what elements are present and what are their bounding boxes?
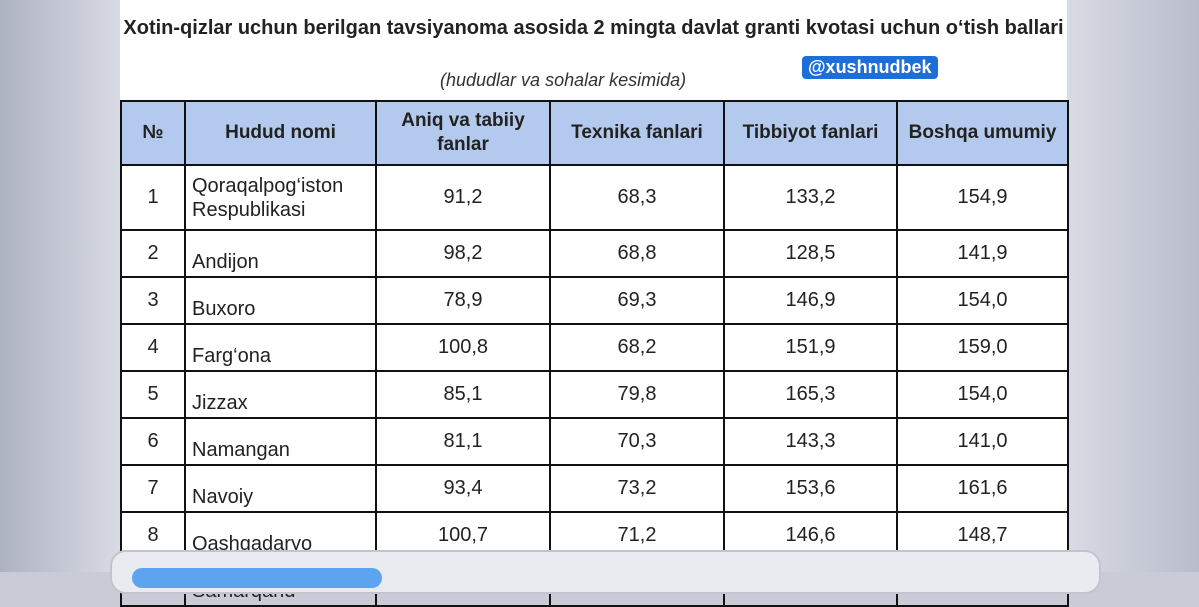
author-handle-badge: @xushnudbek xyxy=(802,56,938,79)
scores-table: № Hudud nomi Aniq va tabiiy fanlar Texni… xyxy=(120,100,1069,607)
cell-region: Buxoro xyxy=(184,276,377,325)
bottom-sheet-overlay[interactable] xyxy=(110,550,1101,594)
table-row: 4 Farg‘ona 100,8 68,2 151,9 159,0 xyxy=(120,323,1069,372)
cell-other: 154,9 xyxy=(896,164,1069,231)
cell-natural-sciences: 85,1 xyxy=(375,370,551,419)
cell-region: Qoraqalpog‘iston Respublikasi xyxy=(184,164,377,231)
document-page: Xotin-qizlar uchun berilgan tavsiyanoma … xyxy=(120,0,1069,607)
cell-engineering: 68,2 xyxy=(549,323,725,372)
table-header-row: № Hudud nomi Aniq va tabiiy fanlar Texni… xyxy=(120,100,1069,166)
document-subtitle: (hududlar va sohalar kesimida) xyxy=(440,70,687,90)
cell-engineering: 79,8 xyxy=(549,370,725,419)
cell-medicine: 128,5 xyxy=(723,229,898,278)
cell-other: 141,0 xyxy=(896,417,1069,466)
cell-number: 3 xyxy=(120,276,186,325)
header-other: Boshqa umumiy xyxy=(896,100,1069,166)
cell-natural-sciences: 98,2 xyxy=(375,229,551,278)
header-region: Hudud nomi xyxy=(184,100,377,166)
cell-medicine: 146,9 xyxy=(723,276,898,325)
cell-other: 154,0 xyxy=(896,276,1069,325)
cell-region: Jizzax xyxy=(184,370,377,419)
table-row: 2 Andijon 98,2 68,8 128,5 141,9 xyxy=(120,229,1069,278)
cell-engineering: 68,3 xyxy=(549,164,725,231)
cell-region: Namangan xyxy=(184,417,377,466)
cell-engineering: 69,3 xyxy=(549,276,725,325)
table-row: 1 Qoraqalpog‘iston Respublikasi 91,2 68,3 13… xyxy=(120,164,1069,231)
cell-engineering: 70,3 xyxy=(549,417,725,466)
header-engineering: Texnika fanlari xyxy=(549,100,725,166)
table-row: 3 Buxoro 78,9 69,3 146,9 154,0 xyxy=(120,276,1069,325)
cell-medicine: 165,3 xyxy=(723,370,898,419)
cell-number: 2 xyxy=(120,229,186,278)
cell-natural-sciences: 81,1 xyxy=(375,417,551,466)
cell-engineering: 73,2 xyxy=(549,464,725,513)
cell-natural-sciences: 100,8 xyxy=(375,323,551,372)
cell-engineering: 68,8 xyxy=(549,229,725,278)
background-right xyxy=(1067,0,1199,572)
cell-medicine: 153,6 xyxy=(723,464,898,513)
cell-region: Andijon xyxy=(184,229,377,278)
cell-number: 5 xyxy=(120,370,186,419)
cell-number: 1 xyxy=(120,164,186,231)
cell-natural-sciences: 93,4 xyxy=(375,464,551,513)
cell-number: 6 xyxy=(120,417,186,466)
cell-natural-sciences: 78,9 xyxy=(375,276,551,325)
cell-region: Navoiy xyxy=(184,464,377,513)
cell-medicine: 151,9 xyxy=(723,323,898,372)
overlay-action-button[interactable] xyxy=(132,568,382,588)
cell-other: 154,0 xyxy=(896,370,1069,419)
cell-other: 159,0 xyxy=(896,323,1069,372)
table-row: 7 Navoiy 93,4 73,2 153,6 161,6 xyxy=(120,464,1069,513)
header-medicine: Tibbiyot fanlari xyxy=(723,100,898,166)
cell-number: 4 xyxy=(120,323,186,372)
table-row: 6 Namangan 81,1 70,3 143,3 141,0 xyxy=(120,417,1069,466)
cell-region: Farg‘ona xyxy=(184,323,377,372)
cell-other: 161,6 xyxy=(896,464,1069,513)
cell-medicine: 133,2 xyxy=(723,164,898,231)
header-number: № xyxy=(120,100,186,166)
header-natural-sciences: Aniq va tabiiy fanlar xyxy=(375,100,551,166)
table-row: 5 Jizzax 85,1 79,8 165,3 154,0 xyxy=(120,370,1069,419)
cell-other: 141,9 xyxy=(896,229,1069,278)
background-left xyxy=(0,0,120,572)
cell-number: 7 xyxy=(120,464,186,513)
document-title: Xotin-qizlar uchun berilgan tavsiyanoma … xyxy=(123,17,1064,39)
cell-natural-sciences: 91,2 xyxy=(375,164,551,231)
cell-medicine: 143,3 xyxy=(723,417,898,466)
